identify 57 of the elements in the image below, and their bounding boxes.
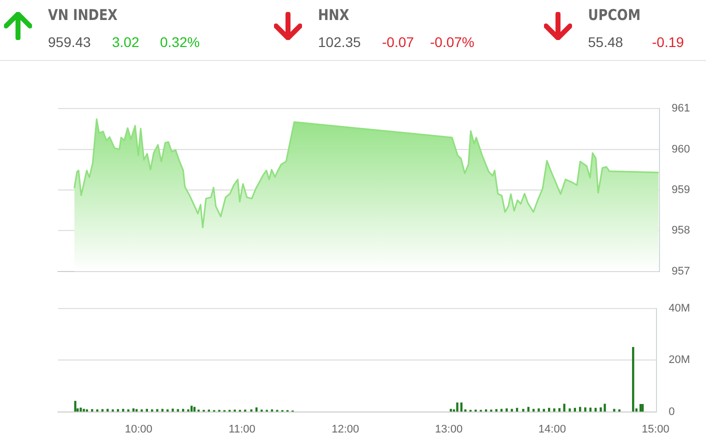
y-tick-label: 0 — [668, 406, 675, 418]
bar — [456, 402, 458, 412]
bar — [74, 400, 76, 412]
bar — [568, 408, 571, 412]
bar — [135, 409, 138, 412]
y-tick-label: 957 — [672, 265, 690, 278]
y-tick-label: 959 — [672, 184, 690, 196]
y-tick-label: 958 — [672, 224, 690, 237]
bar — [613, 408, 616, 412]
bar — [91, 409, 94, 412]
data-label: -0.07% — [430, 34, 474, 50]
x-tick-label: 13:00 — [435, 423, 463, 436]
category-label: HNX — [318, 6, 350, 24]
x-tick-label: 11:00 — [228, 423, 256, 436]
bar — [506, 408, 508, 412]
y-tick-label: 20M — [668, 354, 690, 366]
data-label: 55.48 — [588, 34, 624, 50]
bar — [584, 407, 586, 412]
bar — [589, 408, 592, 412]
data-label: 959.43 — [48, 34, 91, 50]
bar — [127, 409, 130, 412]
bar — [495, 409, 498, 412]
bar — [460, 402, 462, 412]
bar — [604, 404, 606, 412]
data-label: 102.35 — [318, 34, 361, 50]
bar — [172, 408, 174, 412]
bar — [600, 407, 602, 412]
bar — [176, 409, 180, 412]
y-tick-label: 40M — [668, 302, 690, 315]
bar — [538, 408, 540, 412]
category-label: UPCOM — [588, 6, 641, 24]
x-tick-label: 14:00 — [538, 423, 566, 436]
bar — [522, 408, 524, 412]
bar — [187, 409, 190, 412]
x-tick-label: 15:00 — [642, 423, 670, 436]
bar — [632, 346, 634, 412]
bar — [639, 404, 642, 412]
x-tick-label: 12:00 — [332, 423, 360, 436]
data-label: -0.07 — [382, 34, 414, 50]
bar — [140, 409, 143, 412]
bar — [96, 409, 98, 412]
bar — [156, 409, 158, 412]
x-tick-label: 10:00 — [124, 423, 152, 436]
bar — [80, 408, 82, 412]
bar — [116, 409, 120, 412]
bar — [642, 404, 644, 412]
bar — [563, 404, 566, 412]
bar — [112, 409, 114, 412]
y-tick-label: 960 — [672, 143, 690, 156]
category-label: VN INDEX — [48, 6, 118, 24]
bar — [553, 408, 556, 412]
data-label: 0.32% — [160, 34, 200, 50]
y-tick-label: 961 — [672, 102, 690, 115]
bar — [558, 408, 560, 412]
data-label: 3.02 — [112, 34, 140, 50]
bar — [101, 409, 104, 412]
data-label: -0.19 — [652, 34, 684, 50]
